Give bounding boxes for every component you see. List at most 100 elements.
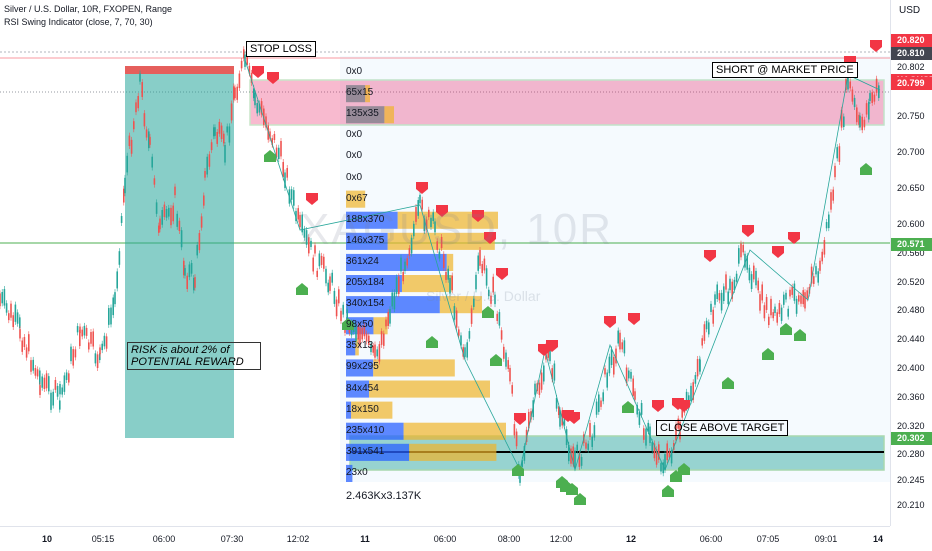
candle-body bbox=[819, 260, 821, 271]
candle-body bbox=[248, 65, 251, 74]
candle-body bbox=[271, 138, 273, 145]
chart-legend[interactable]: Silver / U.S. Dollar, 10R, FXOPEN, Range… bbox=[4, 3, 172, 29]
candle-body bbox=[778, 303, 781, 315]
candle-body bbox=[753, 265, 755, 280]
candle-body bbox=[873, 94, 876, 102]
candle-body bbox=[628, 370, 630, 379]
volume-profile-up-bar bbox=[346, 380, 370, 398]
candle-body bbox=[32, 359, 34, 371]
price-label: 20.799 bbox=[891, 77, 932, 90]
sell-signal-icon bbox=[436, 205, 448, 217]
candle-body bbox=[250, 72, 253, 83]
candle-body bbox=[434, 221, 436, 233]
time-tick: 07:30 bbox=[220, 534, 244, 544]
price-axis[interactable]: USD 20.750 20.700 20.650 20.600 20.560 20.520… bbox=[890, 0, 932, 526]
symbol-legend[interactable]: Silver / U.S. Dollar, 10R, FXOPEN, Range bbox=[4, 4, 173, 14]
candle-body bbox=[645, 428, 647, 446]
time-tick: 09:01 bbox=[814, 534, 838, 544]
price-tick: 20.320 bbox=[897, 420, 925, 431]
volume-profile-up-bar bbox=[346, 211, 398, 229]
risk-zone bbox=[125, 66, 234, 438]
candle-body bbox=[3, 289, 6, 306]
candle-body bbox=[404, 261, 406, 271]
candle-body bbox=[190, 262, 193, 274]
candle-body bbox=[176, 213, 178, 227]
candle-body bbox=[632, 378, 634, 396]
candle-body bbox=[395, 277, 398, 294]
candle-body bbox=[525, 429, 528, 443]
candle-body bbox=[30, 360, 32, 372]
candle-body bbox=[425, 219, 428, 230]
short-entry-label[interactable]: SHORT @ MARKET PRICE bbox=[712, 62, 858, 78]
buy-signal-icon bbox=[426, 336, 438, 348]
price-tick: 20.560 bbox=[897, 247, 925, 258]
candle-body bbox=[878, 85, 880, 99]
candle-body bbox=[151, 156, 153, 168]
time-axis[interactable]: 10 05:15 06:00 07:30 12:02 11 06:00 08:00 12:00 1… bbox=[0, 526, 890, 551]
indicator-legend[interactable]: RSI Swing Indicator (close, 7, 70, 30) bbox=[4, 17, 153, 27]
price-tick: 20.520 bbox=[897, 276, 925, 287]
candle-body bbox=[103, 335, 106, 347]
candle-body bbox=[99, 347, 101, 355]
time-tick: 10 bbox=[41, 534, 53, 544]
candle-body bbox=[133, 121, 135, 130]
candle-body bbox=[551, 368, 553, 380]
candle-body bbox=[16, 312, 19, 324]
candle-body bbox=[787, 308, 789, 317]
time-tick: 12:00 bbox=[549, 534, 573, 544]
candle-body bbox=[361, 328, 363, 340]
candle-body bbox=[617, 330, 619, 344]
candle-body bbox=[668, 451, 671, 458]
price-chart-canvas[interactable] bbox=[0, 0, 890, 526]
risk-note-label[interactable]: RISK is about 2% of POTENTIAL REWARD bbox=[127, 342, 261, 370]
candle-body bbox=[718, 293, 721, 301]
candle-body bbox=[634, 391, 636, 400]
candle-body bbox=[238, 73, 241, 89]
candle-body bbox=[458, 329, 460, 336]
candle-body bbox=[301, 214, 303, 233]
candle-body bbox=[712, 309, 714, 324]
candle-body bbox=[714, 294, 716, 305]
chart-area[interactable]: XAGUSD, 10R Silver / U.S. Dollar Silver … bbox=[0, 0, 890, 526]
candle-body bbox=[398, 276, 400, 295]
candle-body bbox=[391, 292, 393, 307]
candle-body bbox=[572, 446, 574, 465]
candle-body bbox=[290, 189, 293, 200]
candle-body bbox=[135, 102, 137, 113]
candle-body bbox=[445, 271, 447, 280]
candle-body bbox=[172, 205, 174, 222]
candle-body bbox=[236, 86, 238, 100]
candle-body bbox=[123, 188, 125, 203]
candle-body bbox=[473, 298, 475, 307]
candle-body bbox=[585, 442, 587, 449]
candle-body bbox=[436, 241, 438, 250]
candle-body bbox=[282, 162, 284, 178]
stop-loss-label[interactable]: STOP LOSS bbox=[246, 41, 316, 57]
price-label: 20.810 bbox=[891, 47, 932, 60]
candle-body bbox=[699, 359, 701, 372]
volume-profile-down-bar bbox=[373, 359, 455, 377]
sell-signal-icon bbox=[267, 72, 279, 84]
volume-profile-down-bar bbox=[446, 253, 454, 271]
candle-body bbox=[780, 307, 783, 321]
candle-body bbox=[61, 387, 63, 395]
sell-signal-icon bbox=[484, 232, 496, 244]
volume-profile-total: 2.463Kx3.137K bbox=[346, 490, 422, 502]
buy-signal-icon bbox=[482, 306, 494, 318]
candle-body bbox=[90, 332, 92, 344]
candle-body bbox=[670, 450, 673, 464]
candle-body bbox=[415, 207, 417, 222]
candle-body bbox=[233, 86, 235, 100]
close-above-target-label[interactable]: CLOSE ABOVE TARGET bbox=[656, 420, 789, 436]
volume-profile-row-label: 146x375 bbox=[346, 234, 385, 246]
candle-body bbox=[538, 382, 541, 395]
candle-body bbox=[479, 249, 481, 266]
candle-body bbox=[701, 338, 703, 346]
volume-profile-up-bar bbox=[346, 464, 353, 482]
candle-body bbox=[716, 284, 718, 300]
candle-body bbox=[293, 190, 295, 206]
candle-body bbox=[372, 345, 374, 353]
candle-body bbox=[834, 165, 836, 178]
volume-profile-down-bar bbox=[409, 443, 497, 461]
candle-body bbox=[240, 60, 243, 69]
